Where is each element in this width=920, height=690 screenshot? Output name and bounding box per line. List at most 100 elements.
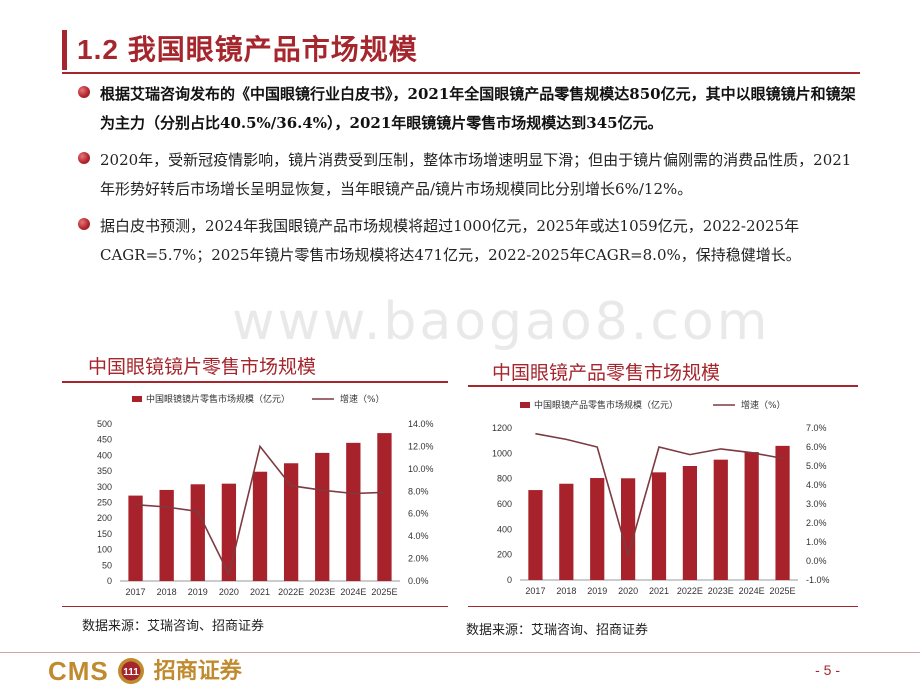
data-source: 数据来源：艾瑞咨询、招商证券: [82, 619, 265, 634]
chart-lens-retail: 中国眼镜镜片零售市场规模（亿元） 增速（%） 0 50 100 150 200 250 300 3…: [62, 384, 448, 611]
chart-title-underline: [62, 381, 448, 383]
y2-axis-tick-label: 6.0%: [408, 509, 429, 519]
y2-axis-tick-label: 6.0%: [806, 442, 827, 452]
footer-divider: [0, 652, 920, 653]
y-axis-tick-label: 800: [497, 474, 512, 484]
y-axis-tick-label: 450: [97, 435, 112, 445]
y-axis-tick-label: 400: [497, 524, 512, 534]
chart-svg: 中国眼镜镜片零售市场规模（亿元） 增速（%） 0 50 100 150 200 250 300 3…: [97, 393, 434, 597]
y-axis-tick-label: 500: [97, 419, 112, 429]
chart-bottom-rule: [62, 606, 448, 607]
y-axis-tick-label: 400: [97, 450, 112, 460]
x-axis-tick-label: 2017: [126, 587, 146, 597]
company-name: 招商证券: [153, 658, 242, 684]
y2-axis-tick-label: 12.0%: [408, 441, 434, 451]
y-axis-tick-label: 200: [497, 550, 512, 560]
x-axis-tick-label: 2018: [556, 586, 576, 596]
x-axis-tick-label: 2023E: [708, 586, 734, 596]
x-axis-tick-label: 2017: [525, 586, 545, 596]
y2-axis-tick-label: 5.0%: [806, 461, 827, 471]
y-axis-tick-label: 250: [97, 498, 112, 508]
y2-axis-tick-label: 2.0%: [806, 518, 827, 528]
bar: [377, 433, 392, 581]
y-axis-tick-label: 0: [507, 575, 512, 585]
x-axis-tick-label: 2024E: [739, 586, 765, 596]
x-axis-tick-label: 2024E: [340, 587, 366, 597]
y2-axis-tick-label: 10.0%: [408, 464, 434, 474]
bullet-dot-icon: [78, 86, 90, 98]
chart-eyewear-retail: 中国眼镜产品零售市场规模（亿元） 增速（%） 0 200 400 600 800 1000 12…: [468, 390, 858, 611]
bullet-item: 据白皮书预测，2024年我国眼镜产品市场规模将超过1000亿元，2025年或达1…: [78, 212, 858, 270]
bar: [190, 484, 205, 581]
legend-bar-swatch: [520, 402, 530, 408]
y2-axis-tick-label: 14.0%: [408, 419, 434, 429]
page-title: 1.2 我国眼镜产品市场规模: [77, 34, 418, 65]
x-axis-tick-label: 2022E: [677, 586, 703, 596]
bar: [682, 466, 697, 580]
title-bar: 1.2 我国眼镜产品市场规模: [62, 30, 418, 70]
x-axis-tick-label: 2018: [157, 587, 177, 597]
chart-legend: 中国眼镜镜片零售市场规模（亿元） 增速（%）: [132, 393, 385, 405]
company-logo: CMS 111 招商证券: [48, 656, 242, 686]
bar: [315, 452, 330, 581]
logo-text: CMS: [48, 656, 109, 686]
y-axis-tick-label: 600: [497, 499, 512, 509]
y2-axis-tick-label: 4.0%: [806, 480, 827, 490]
y-axis-tick-label: 1000: [492, 448, 512, 458]
title-divider: [62, 72, 860, 74]
legend-label: 中国眼镜产品零售市场规模（亿元）: [534, 399, 678, 411]
bar: [621, 478, 636, 580]
data-source: 数据来源：艾瑞咨询、招商证券: [466, 623, 649, 638]
bar: [128, 495, 143, 581]
bar: [713, 459, 728, 580]
legend-label: 增速（%）: [340, 393, 385, 405]
chart-title: 中国眼镜镜片零售市场规模: [88, 356, 317, 378]
x-axis-tick-label: 2019: [587, 586, 607, 596]
y-axis-tick-label: 350: [97, 466, 112, 476]
y-axis-tick-label: 1200: [492, 423, 512, 433]
chart-title: 中国眼镜产品零售市场规模: [492, 362, 721, 384]
y-axis-tick-label: 200: [97, 513, 112, 523]
y2-axis-tick-label: 0.0%: [408, 576, 429, 586]
bullet-item: 根据艾瑞咨询发布的《中国眼镜行业白皮书》，2021年全国眼镜产品零售规模达850…: [78, 80, 858, 138]
y2-axis-tick-label: 7.0%: [806, 423, 827, 433]
bar: [252, 471, 268, 581]
page-number: - 5 -: [815, 662, 840, 678]
legend-bar-swatch: [132, 396, 142, 402]
y-axis-tick-label: 150: [97, 529, 112, 539]
x-axis-tick-label: 2020: [219, 587, 239, 597]
x-axis-tick-label: 2022E: [278, 587, 304, 597]
x-axis-tick-label: 2021: [250, 587, 270, 597]
chart-legend: 中国眼镜产品零售市场规模（亿元） 增速（%）: [520, 399, 786, 411]
growth-line: [535, 432, 783, 559]
logo-emblem-icon: 111: [118, 658, 145, 684]
y-axis-tick-label: 50: [102, 560, 112, 570]
bar: [346, 442, 361, 581]
bar: [283, 463, 299, 581]
y2-axis-tick-label: -1.0%: [806, 575, 830, 585]
x-axis-tick-label: 2025E: [371, 587, 397, 597]
bar: [221, 483, 237, 581]
bar: [590, 478, 605, 580]
x-axis-tick-label: 2023E: [309, 587, 335, 597]
y2-axis-tick-label: 2.0%: [408, 554, 429, 564]
x-axis-tick-label: 2019: [188, 587, 208, 597]
watermark: www.baogao8.com: [232, 292, 771, 352]
y2-axis-tick-label: 1.0%: [806, 537, 827, 547]
bar: [528, 490, 543, 580]
y2-axis-tick-label: 3.0%: [806, 499, 827, 509]
x-axis-tick-label: 2021: [649, 586, 669, 596]
x-axis-tick-label: 2025E: [770, 586, 796, 596]
bar: [559, 483, 574, 580]
y2-axis-tick-label: 0.0%: [806, 556, 827, 566]
y-axis-tick-label: 0: [107, 576, 112, 586]
logo-emblem-text: 111: [123, 667, 139, 678]
bullet-item: 2020年，受新冠疫情影响，镜片消费受到压制，整体市场增速明显下滑；但由于镜片偏…: [78, 146, 858, 204]
bar: [775, 445, 790, 580]
bullet-text: 据白皮书预测，2024年我国眼镜产品市场规模将超过1000亿元，2025年或达1…: [100, 217, 801, 264]
bar: [159, 489, 174, 581]
y2-axis-tick-label: 8.0%: [408, 486, 429, 496]
bullet-text: 2020年，受新冠疫情影响，镜片消费受到压制，整体市场增速明显下滑；但由于镜片偏…: [100, 151, 852, 198]
bullet-dot-icon: [78, 218, 90, 230]
legend-label: 增速（%）: [741, 399, 786, 411]
